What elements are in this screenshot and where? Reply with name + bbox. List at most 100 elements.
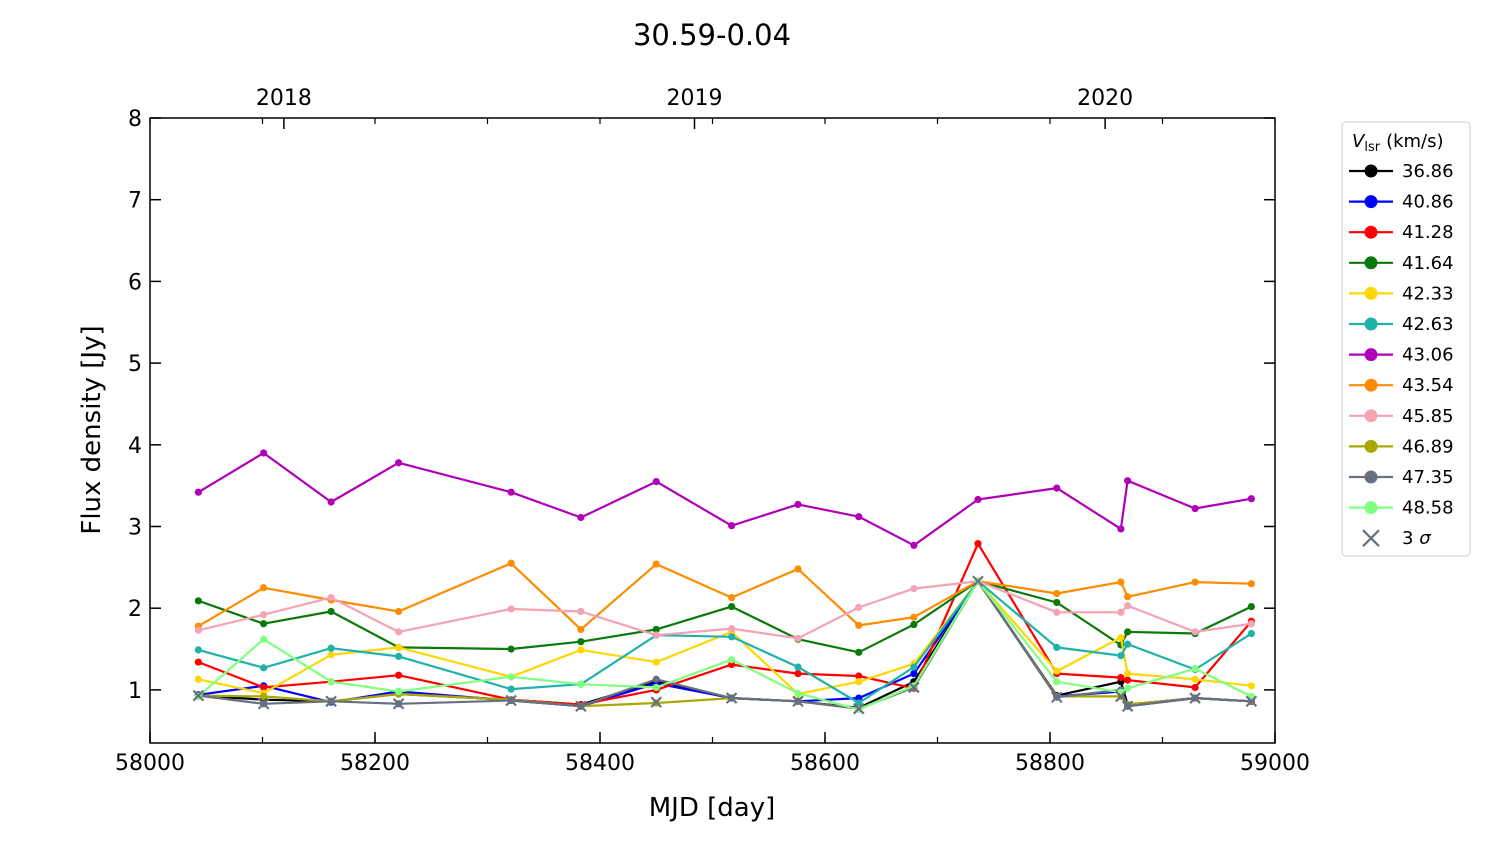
legend-label: 43.06 bbox=[1402, 345, 1454, 366]
data-point bbox=[794, 689, 802, 697]
data-point bbox=[1053, 598, 1061, 607]
data-point bbox=[1191, 578, 1199, 586]
three-sigma-marker bbox=[1189, 692, 1201, 704]
data-point bbox=[260, 692, 268, 701]
legend-items: 36.86 40.86 41.28 41.64 42.33 42.63 43.06 43.54… bbox=[1349, 161, 1454, 549]
legend: Vlsr (km/s) 36.86 40.86 41.28 41.64 42.33 42.6… bbox=[1341, 121, 1471, 557]
x-tick-label: 58000 bbox=[115, 751, 185, 776]
legend-title: Vlsr (km/s) bbox=[1352, 131, 1444, 155]
data-point bbox=[260, 683, 268, 692]
three-sigma-marker bbox=[1115, 690, 1127, 703]
data-point bbox=[1053, 643, 1061, 652]
legend-title-unit: (km/s) bbox=[1386, 131, 1443, 152]
y-axis-label: Flux density [Jy] bbox=[77, 325, 107, 534]
series-line bbox=[198, 580, 1252, 710]
axis-ticks: 58000 58200 58400 58600 58800 59000 1 2 3 4 5 6 7 8 20… bbox=[115, 86, 1310, 776]
data-point bbox=[1191, 683, 1199, 692]
data-point bbox=[728, 602, 736, 611]
data-point bbox=[194, 626, 202, 634]
data-point bbox=[728, 656, 736, 664]
x-tick-label: 59000 bbox=[1240, 751, 1310, 776]
y-tick-label: 7 bbox=[128, 189, 142, 214]
data-point bbox=[794, 565, 802, 573]
legend-label: 41.64 bbox=[1402, 253, 1454, 274]
data-point bbox=[1053, 589, 1061, 598]
y-tick-label: 5 bbox=[128, 352, 142, 377]
legend-label: 40.86 bbox=[1402, 192, 1454, 213]
data-point bbox=[395, 628, 403, 636]
y-tick-label: 2 bbox=[128, 597, 142, 622]
legend-label: 48.58 bbox=[1402, 498, 1454, 519]
series-line bbox=[198, 580, 1252, 654]
three-sigma-marker bbox=[1050, 691, 1063, 704]
data-point bbox=[395, 671, 403, 679]
legend-label: 36.86 bbox=[1402, 161, 1454, 182]
data-point bbox=[260, 611, 268, 619]
three-sigma-marker bbox=[650, 696, 663, 708]
data-point bbox=[910, 682, 918, 690]
series-line bbox=[197, 562, 1252, 631]
legend-marker bbox=[1364, 195, 1378, 209]
data-point bbox=[327, 498, 335, 506]
data-point bbox=[1053, 667, 1061, 675]
data-point bbox=[1053, 484, 1061, 492]
series-line bbox=[198, 580, 1252, 710]
legend-label: 46.89 bbox=[1402, 436, 1454, 457]
legend-marker bbox=[1364, 409, 1378, 423]
data-point bbox=[974, 495, 982, 504]
legend-label: 47.35 bbox=[1402, 467, 1454, 488]
data-point bbox=[1124, 477, 1132, 485]
data-point bbox=[577, 607, 585, 616]
data-point bbox=[194, 488, 202, 496]
data-point bbox=[577, 638, 585, 646]
data-point bbox=[194, 658, 202, 666]
legend-label: 42.63 bbox=[1402, 314, 1454, 335]
data-point bbox=[728, 593, 736, 602]
data-point bbox=[652, 477, 660, 486]
three-sigma-marker bbox=[1245, 695, 1258, 708]
legend-marker bbox=[1364, 317, 1378, 331]
data-point bbox=[794, 634, 802, 643]
data-point bbox=[1124, 669, 1132, 678]
data-point bbox=[1124, 593, 1132, 601]
three-sigma-marker bbox=[575, 700, 587, 713]
x-axis-label: MJD [day] bbox=[649, 793, 776, 823]
y-tick-label: 3 bbox=[128, 515, 142, 540]
data-point bbox=[1117, 608, 1125, 616]
three-sigma-marker bbox=[392, 698, 405, 710]
three-sigma-marker bbox=[725, 692, 738, 704]
y-tick-label: 4 bbox=[128, 434, 142, 459]
data-point bbox=[910, 541, 918, 549]
data-point bbox=[1117, 651, 1125, 660]
data-point bbox=[327, 607, 335, 616]
data-point bbox=[507, 645, 515, 653]
data-point bbox=[395, 459, 403, 467]
data-point bbox=[194, 675, 202, 683]
data-point bbox=[910, 663, 918, 671]
series-line bbox=[197, 451, 1252, 547]
legend-label: 45.85 bbox=[1402, 406, 1454, 427]
data-point bbox=[577, 513, 585, 522]
legend-box bbox=[1341, 121, 1471, 557]
series-line bbox=[197, 580, 1252, 711]
three-sigma-marker bbox=[792, 695, 804, 708]
data-point bbox=[652, 631, 660, 639]
data-point bbox=[1191, 665, 1199, 673]
data-point bbox=[1247, 580, 1255, 588]
data-point bbox=[395, 607, 403, 616]
three-sigma-marker bbox=[1121, 700, 1134, 713]
data-point bbox=[728, 522, 736, 530]
data-point bbox=[728, 625, 736, 633]
legend-marker bbox=[1364, 470, 1378, 484]
data-point bbox=[194, 646, 202, 654]
data-point bbox=[327, 593, 335, 602]
data-point bbox=[855, 672, 863, 680]
data-point bbox=[1117, 634, 1125, 642]
data-point bbox=[910, 620, 918, 629]
data-point bbox=[855, 699, 863, 707]
data-point bbox=[260, 620, 268, 628]
data-point bbox=[1124, 684, 1132, 692]
data-point bbox=[507, 559, 515, 567]
data-point bbox=[1117, 578, 1125, 586]
